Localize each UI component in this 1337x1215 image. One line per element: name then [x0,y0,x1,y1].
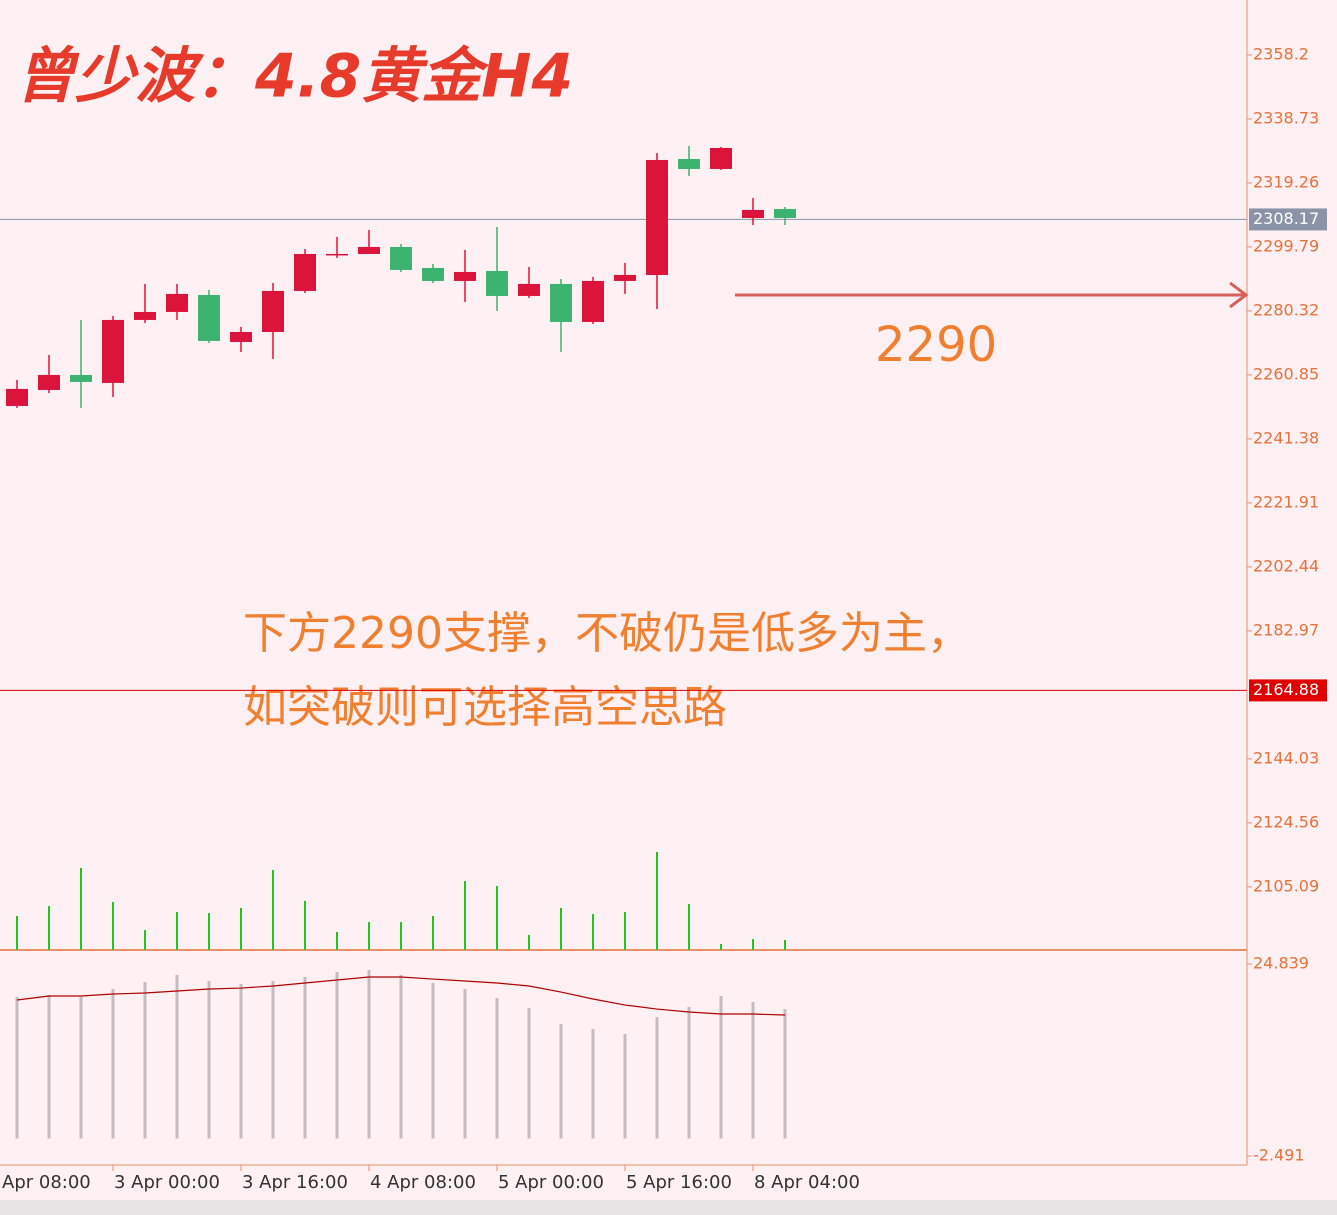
y-tick-label: 2319.26 [1253,172,1319,191]
price-label: 2164.88 [1253,680,1319,699]
candle-body [358,246,380,254]
x-tick-label: Apr 08:00 [2,1172,91,1193]
y-tick-label: 2338.73 [1253,108,1319,127]
candle-body [134,311,156,320]
arrow-head [1229,281,1249,309]
candle-body [294,253,316,291]
price-label: 2308.17 [1253,209,1319,228]
candle-body [614,274,636,281]
x-tick-label: 5 Apr 16:00 [626,1172,732,1193]
y-tick-label: 2280.32 [1253,300,1319,319]
candle-body [742,209,764,218]
y-tick-label: 2202.44 [1253,556,1319,575]
candle-body [486,270,508,296]
chart-title: 曾少波：4.8黄金H4 [15,42,573,112]
y-tick-label: 2144.03 [1253,748,1319,767]
y-tick-label: 2221.91 [1253,492,1319,511]
y-tick-label: 2124.56 [1253,812,1319,831]
candle-body [38,374,60,390]
x-tick-label: 3 Apr 00:00 [114,1172,220,1193]
scroll-strip [0,1200,1337,1215]
y-tick-label: 2358.2 [1253,44,1309,63]
x-tick-label: 4 Apr 08:00 [370,1172,476,1193]
candle-body [646,159,668,275]
y-tick-label: 2105.09 [1253,876,1319,895]
candle-body [198,294,220,341]
y-tick-label: 2299.79 [1253,236,1319,255]
candle-body [102,319,124,383]
candle-body [390,246,412,270]
signal-line [16,976,786,1016]
price-label-box [1249,208,1327,231]
y-tick-label: 24.839 [1253,954,1309,973]
y-tick-label: 2182.97 [1253,620,1319,639]
x-tick-label: 3 Apr 16:00 [242,1172,348,1193]
candle-body [678,158,700,169]
candle-body [422,267,444,281]
y-tick-label: 2260.85 [1253,364,1319,383]
x-tick-label: 5 Apr 00:00 [498,1172,604,1193]
candle-body [550,283,572,322]
candle-body [582,280,604,322]
candle-body [518,283,540,296]
candle-body [326,253,348,256]
candle-body [70,374,92,382]
y-tick-label: -2.491 [1253,1146,1305,1165]
candle-body [454,271,476,281]
candle-body [710,147,732,169]
candle-body [262,290,284,332]
candle-body [230,331,252,342]
candle-body [774,208,796,218]
annotation: 2290 [875,317,997,373]
y-tick-label: 2241.38 [1253,428,1319,447]
candle-body [6,388,28,406]
candle-body [166,293,188,312]
price-label-box [1249,679,1327,702]
annotation: 下方2290支撑，不破仍是低多为主， [243,608,971,659]
x-tick-label: 8 Apr 04:00 [754,1172,860,1193]
annotation: 如突破则可选择高空思路 [243,682,727,733]
